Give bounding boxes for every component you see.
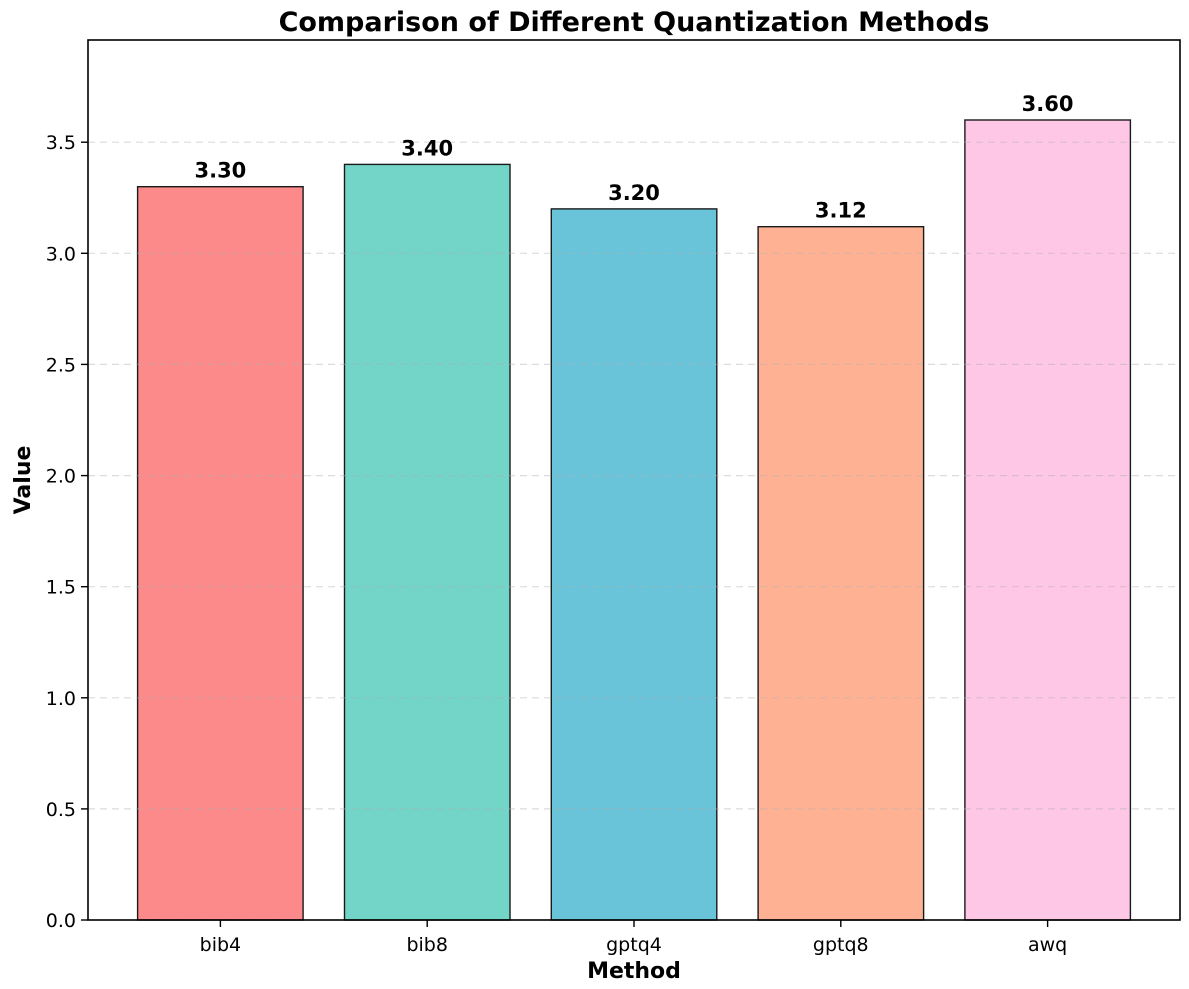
bar-bib4	[136, 185, 304, 921]
value-label-gptq4: 3.20	[608, 181, 660, 205]
x-axis-label: Method	[587, 959, 681, 984]
y-tick-label-2.0: 2.0	[46, 466, 76, 488]
y-tick-label-1.5: 1.5	[46, 577, 76, 599]
y-tick-label-0.5: 0.5	[46, 799, 76, 821]
y-tick-label-3.0: 3.0	[46, 243, 76, 265]
x-tick-label-bib4: bib4	[200, 934, 242, 956]
chart-title: Comparison of Different Quantization Met…	[279, 7, 990, 38]
value-label-bib8: 3.40	[401, 136, 453, 160]
bars-layer	[136, 119, 1132, 921]
y-tick-label-2.5: 2.5	[46, 354, 76, 376]
bar-awq	[964, 119, 1132, 921]
y-tick-label-0.0: 0.0	[46, 910, 76, 932]
y-tick-label-3.5: 3.5	[46, 132, 76, 154]
bar-bib8	[343, 163, 511, 921]
y-tick-label-1.0: 1.0	[46, 688, 76, 710]
ticks-layer: 0.0 0.5 1.0 1.5 2.0 2.5 3.0 3.5 bib4 bib8 gptq4 gpt…	[46, 132, 1067, 956]
value-labels-layer: 3.30 3.40 3.20 3.12 3.60	[194, 92, 1073, 223]
value-label-gptq8: 3.12	[815, 199, 867, 223]
value-label-bib4: 3.30	[194, 159, 246, 183]
value-label-awq: 3.60	[1022, 92, 1074, 116]
y-axis-label: Value	[11, 446, 36, 515]
x-tick-label-awq: awq	[1028, 934, 1067, 956]
x-tick-label-bib8: bib8	[406, 934, 448, 956]
bar-gptq4	[550, 208, 718, 921]
x-tick-label-gptq8: gptq8	[813, 934, 869, 956]
x-tick-label-gptq4: gptq4	[606, 934, 662, 956]
bar-gptq8	[757, 225, 925, 921]
